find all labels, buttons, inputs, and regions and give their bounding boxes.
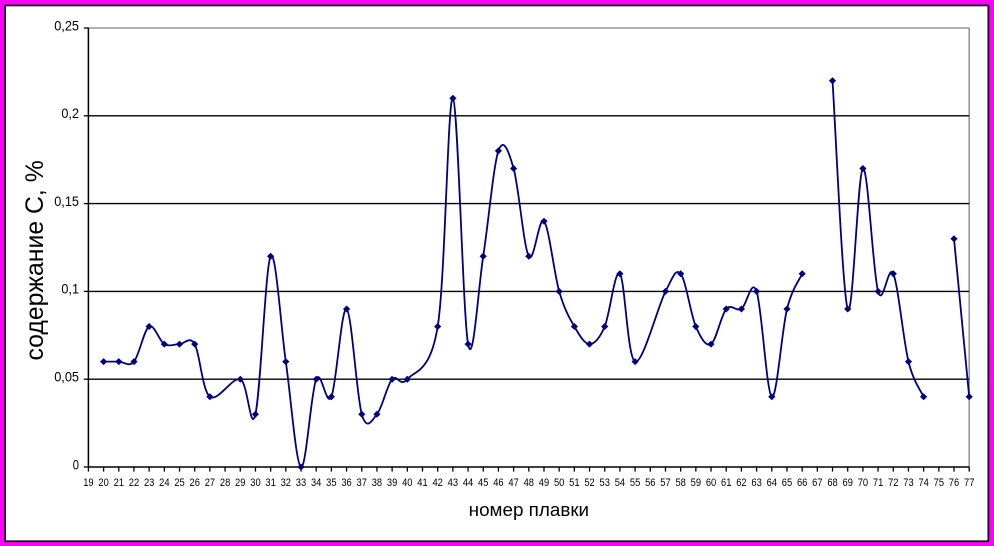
svg-text:0,15: 0,15: [54, 193, 79, 209]
svg-text:49: 49: [539, 477, 549, 489]
svg-text:0,1: 0,1: [61, 281, 79, 297]
svg-text:51: 51: [569, 477, 579, 489]
svg-text:27: 27: [205, 477, 215, 489]
svg-text:67: 67: [812, 477, 822, 489]
svg-text:0,2: 0,2: [61, 105, 79, 121]
svg-text:62: 62: [736, 477, 746, 489]
svg-text:68: 68: [827, 477, 837, 489]
svg-text:35: 35: [326, 477, 336, 489]
svg-text:63: 63: [751, 477, 761, 489]
svg-text:31: 31: [265, 477, 275, 489]
svg-text:73: 73: [903, 477, 913, 489]
svg-text:34: 34: [311, 477, 321, 489]
svg-text:44: 44: [463, 477, 473, 489]
svg-text:25: 25: [174, 477, 184, 489]
svg-text:26: 26: [190, 477, 200, 489]
svg-text:37: 37: [357, 477, 367, 489]
svg-text:65: 65: [782, 477, 792, 489]
svg-text:0: 0: [73, 456, 79, 472]
svg-text:36: 36: [341, 477, 351, 489]
svg-text:45: 45: [478, 477, 488, 489]
svg-text:77: 77: [964, 477, 974, 489]
svg-text:43: 43: [448, 477, 458, 489]
svg-text:30: 30: [250, 477, 260, 489]
svg-text:0,05: 0,05: [54, 369, 79, 385]
svg-text:75: 75: [934, 477, 944, 489]
svg-text:64: 64: [767, 477, 777, 489]
svg-text:52: 52: [584, 477, 594, 489]
svg-text:50: 50: [554, 477, 564, 489]
svg-text:42: 42: [432, 477, 442, 489]
svg-text:29: 29: [235, 477, 245, 489]
svg-text:57: 57: [660, 477, 670, 489]
svg-text:54: 54: [615, 477, 625, 489]
svg-text:22: 22: [129, 477, 139, 489]
svg-text:33: 33: [296, 477, 306, 489]
svg-text:61: 61: [721, 477, 731, 489]
svg-text:41: 41: [417, 477, 427, 489]
svg-text:58: 58: [675, 477, 685, 489]
svg-text:72: 72: [888, 477, 898, 489]
svg-text:39: 39: [387, 477, 397, 489]
svg-text:24: 24: [159, 477, 169, 489]
svg-text:47: 47: [508, 477, 518, 489]
svg-text:28: 28: [220, 477, 230, 489]
svg-text:53: 53: [600, 477, 610, 489]
svg-text:0,25: 0,25: [54, 17, 79, 33]
svg-text:19: 19: [83, 477, 93, 489]
svg-text:66: 66: [797, 477, 807, 489]
svg-text:20: 20: [98, 477, 108, 489]
svg-text:74: 74: [918, 477, 928, 489]
svg-text:76: 76: [949, 477, 959, 489]
svg-text:38: 38: [372, 477, 382, 489]
svg-text:номер плавки: номер плавки: [469, 500, 589, 520]
svg-text:59: 59: [691, 477, 701, 489]
svg-text:60: 60: [706, 477, 716, 489]
svg-text:55: 55: [630, 477, 640, 489]
svg-text:23: 23: [144, 477, 154, 489]
svg-text:69: 69: [843, 477, 853, 489]
svg-text:32: 32: [281, 477, 291, 489]
svg-text:46: 46: [493, 477, 503, 489]
svg-text:56: 56: [645, 477, 655, 489]
svg-text:71: 71: [873, 477, 883, 489]
svg-text:48: 48: [524, 477, 534, 489]
svg-text:содержание С, %: содержание С, %: [22, 160, 49, 360]
svg-text:40: 40: [402, 477, 412, 489]
svg-text:70: 70: [858, 477, 868, 489]
svg-text:21: 21: [114, 477, 124, 489]
